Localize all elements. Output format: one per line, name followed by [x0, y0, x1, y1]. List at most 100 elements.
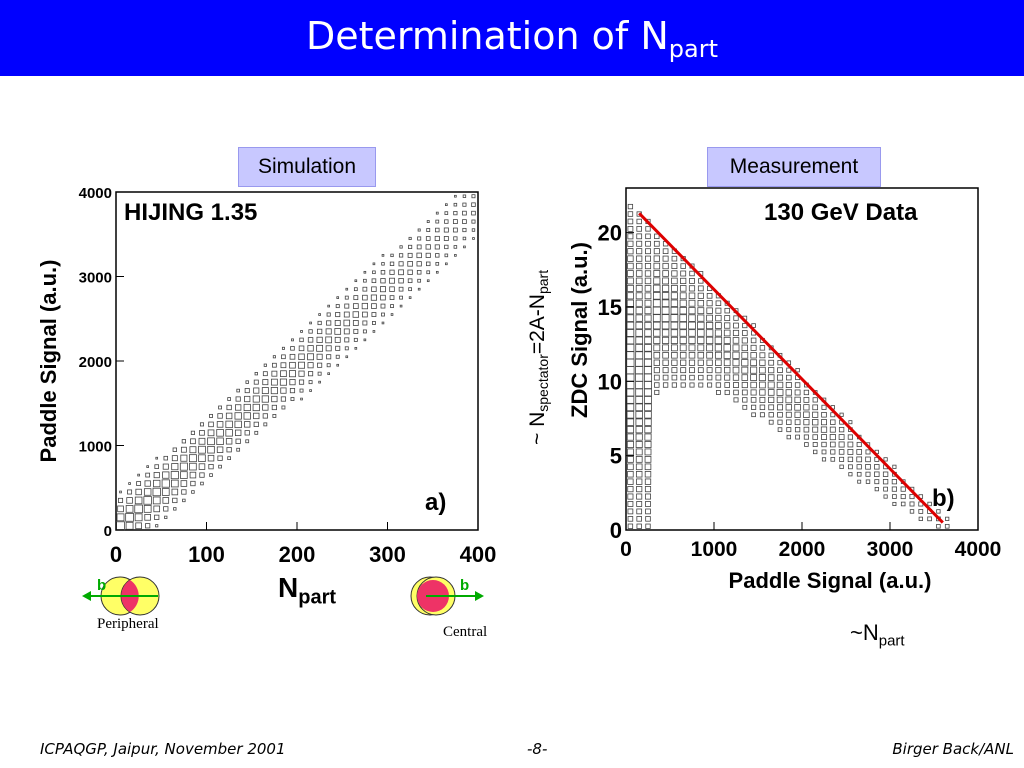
plot-b-cell — [635, 388, 644, 397]
plot-b-cell — [670, 344, 678, 352]
plot-b-cell — [732, 366, 740, 374]
plot-b-cell — [635, 366, 644, 375]
plot-b-cell — [645, 248, 651, 255]
plot-a-cell — [225, 438, 233, 445]
plot-b-cell — [882, 471, 889, 477]
plot-a-cell — [399, 304, 403, 308]
plot-b-cell — [662, 248, 669, 255]
simulation-label: Simulation — [238, 147, 376, 187]
plot-a-cell — [125, 505, 134, 513]
plot-b-cell — [653, 352, 661, 359]
plot-b-cell — [741, 374, 749, 381]
plot-b-cell — [723, 351, 731, 359]
plot-a-cell — [280, 387, 287, 394]
plot-a-cell — [143, 505, 152, 513]
plot-a-cell — [462, 219, 467, 224]
plot-b-cell — [838, 434, 845, 440]
plot-a-cell — [307, 345, 314, 352]
plot-b-cell — [776, 374, 784, 381]
plot-b-cell — [680, 359, 687, 366]
plot-a-cell — [298, 370, 305, 377]
plot-a-cell — [298, 345, 305, 352]
plot-b-cell — [644, 463, 652, 471]
plot-b-cell — [742, 322, 748, 329]
plot-b-cell — [627, 248, 634, 255]
plot-b-cell — [715, 382, 722, 388]
plot-a-cell — [179, 462, 188, 471]
central-arrowhead — [475, 591, 484, 601]
plot-b-cell — [803, 434, 809, 440]
plot-a-cell — [354, 347, 358, 350]
plot-a-cell — [263, 422, 268, 427]
plot-b-cell — [644, 381, 652, 389]
plot-b-cell — [653, 255, 660, 262]
plot-b-cell — [794, 419, 801, 426]
plot-a-cell — [326, 354, 332, 360]
plot-b-cell — [626, 426, 635, 434]
plot-b-cell — [777, 427, 783, 432]
spectator-label: ~ Nspectator=2A-Npart — [526, 270, 551, 445]
plot-b-xlabel: Paddle Signal (a.u.) — [729, 568, 932, 593]
plot-b-cell — [714, 344, 722, 352]
plot-a-cell — [408, 244, 413, 249]
plot-b-cell — [874, 471, 880, 477]
plot-a-cell — [217, 413, 223, 419]
plot-a-cell — [116, 513, 125, 522]
plot-a-cell — [253, 421, 259, 427]
plot-b-cell — [856, 464, 862, 470]
plot-a-cell — [171, 463, 179, 471]
plot-b-cell — [662, 344, 670, 352]
plot-b-cell — [689, 382, 695, 388]
plot-b-cell — [786, 434, 791, 440]
plot-b-cell — [688, 285, 696, 292]
plot-b-cell — [636, 523, 642, 529]
plot-b-cell — [776, 381, 784, 389]
plot-a-cell — [289, 387, 296, 394]
plot-a-cell — [145, 472, 151, 478]
footer-left: ICPAQGP, Jaipur, November 2001 — [40, 740, 286, 758]
plot-b-cell — [733, 315, 739, 321]
plot-b-cell — [626, 292, 634, 300]
plot-a-cell — [116, 521, 125, 531]
plot-b-cell — [688, 321, 696, 330]
plot-b-cell — [627, 233, 634, 240]
plot-a-cell — [207, 445, 215, 454]
plot-a-cell — [234, 420, 242, 429]
plot-b-cell — [626, 284, 634, 292]
plot-b-cell — [821, 441, 827, 448]
plot-a-cell — [318, 380, 321, 384]
plot-a-cell — [380, 270, 386, 275]
plot-a-cell — [189, 454, 197, 463]
plot-a-cell — [161, 479, 170, 488]
plot-a-cell — [308, 380, 313, 385]
plot-a-cell — [134, 496, 143, 505]
plot-a-cell — [298, 361, 305, 369]
plot-b-cell — [759, 404, 766, 411]
plot-b-cell — [644, 351, 652, 360]
plot-a-cell — [271, 404, 277, 411]
plot-b-cell — [635, 403, 643, 412]
x-tick-label: 2000 — [779, 538, 826, 561]
plot-b-cell — [670, 306, 679, 315]
plot-a-cell — [281, 354, 286, 360]
plot-a-cell — [462, 236, 467, 241]
plot-a-cell — [134, 504, 143, 514]
plot-a-frame — [115, 191, 479, 531]
plot-a-cell — [444, 253, 449, 258]
plot-b-cell — [662, 336, 670, 344]
plot-b-cell — [680, 382, 686, 388]
plot-a-cell — [316, 336, 323, 343]
plot-b-cell — [635, 381, 644, 389]
plot-a-cell — [217, 455, 223, 461]
plot-b-cell — [636, 486, 643, 493]
x-tick-label: 3000 — [867, 538, 914, 561]
plot-a-cell — [353, 328, 359, 334]
plot-a-cell — [172, 447, 178, 452]
plot-a-cell — [462, 202, 467, 207]
plot-b-cell — [671, 352, 678, 359]
plot-a-cell — [417, 236, 422, 241]
plot-a-cell — [372, 270, 376, 275]
plot-a-cell — [181, 489, 187, 495]
plot-b-cell — [697, 367, 704, 374]
plot-b-cell — [635, 471, 643, 478]
